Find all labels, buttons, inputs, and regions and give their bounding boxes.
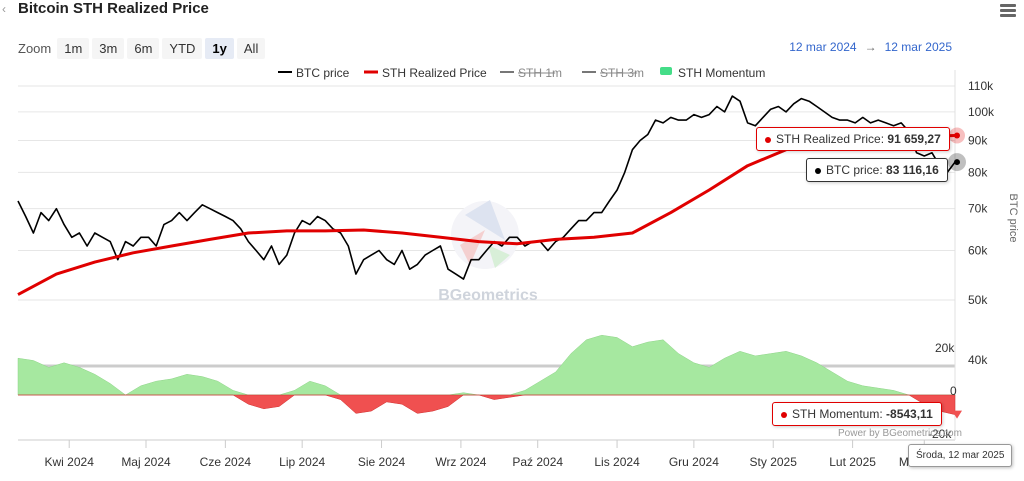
watermark-shard-blue [465, 200, 505, 240]
zoom-all-button[interactable]: All [236, 38, 266, 59]
y-tick-label: 70k [968, 202, 988, 216]
zoom-3m-button[interactable]: 3m [92, 38, 125, 59]
momentum-tick-label: 0 [950, 384, 957, 398]
hamburger-menu-icon[interactable] [1000, 4, 1016, 18]
y-tick-label: 60k [968, 244, 988, 258]
momentum-tick-label: 40k [968, 353, 988, 367]
zoom-1y-button[interactable]: 1y [205, 38, 234, 59]
sth-hover-point [954, 132, 960, 139]
watermark-logo: BGeometrics [438, 200, 538, 304]
zoom-6m-button[interactable]: 6m [127, 38, 160, 59]
y-tick-label: 50k [968, 293, 988, 307]
momentum-tick-label: -20k [928, 427, 952, 441]
zoom-label: Zoom [18, 41, 52, 56]
date-range: 12 mar 2024 → 12 mar 2025 [789, 40, 952, 54]
page-title: Bitcoin STH Realized Price [18, 0, 209, 17]
watermark-shard-green [488, 245, 510, 268]
btc-dot-icon [815, 167, 821, 174]
range-from-input[interactable]: 12 mar 2024 [789, 40, 857, 54]
x-tick-label: Maj 2024 [121, 455, 171, 469]
btc-hover-point [954, 159, 960, 166]
y-tick-label: 100k [968, 105, 995, 119]
hover-markers [948, 127, 966, 419]
y-tick-label: 110k [968, 79, 994, 93]
x-tick-label: Lis 2024 [594, 455, 640, 469]
tooltip-btc-label: BTC price: [826, 163, 883, 177]
y-tick-label: 80k [968, 165, 988, 179]
tooltip-sth-label: STH Realized Price: [776, 132, 885, 146]
legend-sth-3m[interactable]: STH 3m [582, 66, 644, 80]
tooltip-momentum: STH Momentum: -8543,11 [772, 402, 942, 426]
svg-text:BTC price: BTC price [296, 66, 350, 80]
tooltip-date: Środa, 12 mar 2025 [908, 444, 1013, 467]
zoom-controls: Zoom 1m 3m 6m YTD 1y All [18, 38, 268, 59]
range-to-input[interactable]: 12 mar 2025 [884, 40, 952, 54]
legend-sth-realized-price[interactable]: STH Realized Price [364, 66, 487, 80]
x-ticks: Kwi 2024 Maj 2024 Cze 2024 Lip 2024 Sie 2024… [45, 440, 950, 469]
tooltip-sth: STH Realized Price: 91 659,27 [756, 127, 950, 151]
svg-text:STH Momentum: STH Momentum [678, 66, 765, 80]
legend-sth-momentum[interactable]: STH Momentum [660, 66, 765, 80]
legend: BTC price STH Realized Price STH 1m STH 3m S… [278, 66, 765, 80]
x-tick-label: Sty 2025 [750, 455, 798, 469]
watermark-shard-red [460, 230, 485, 265]
y-tick-label: 90k [968, 133, 988, 147]
svg-text:STH Realized Price: STH Realized Price [382, 66, 487, 80]
x-tick-label: Lip 2024 [279, 455, 325, 469]
x-tick-label: Kwi 2024 [45, 455, 95, 469]
btc-price-line [17, 95, 956, 280]
x-tick-label: Lut 2025 [829, 455, 876, 469]
tooltip-btc: BTC price: 83 116,16 [806, 158, 948, 182]
momentum-dot-icon [781, 411, 787, 418]
y-axis-label: BTC price [1007, 194, 1019, 243]
x-tick-label: Gru 2024 [669, 455, 719, 469]
momentum-hover-point [952, 410, 962, 419]
x-tick-label: Cze 2024 [200, 455, 252, 469]
tooltip-sth-value: 91 659,27 [887, 132, 941, 146]
legend-btc-price[interactable]: BTC price [278, 66, 350, 80]
range-arrow-icon: → [864, 40, 877, 54]
credit-text[interactable]: Power by BGeometrics.com [838, 428, 962, 439]
sth-dot-icon [765, 136, 771, 143]
tooltip-momentum-label: STH Momentum: [792, 407, 883, 421]
x-tick-label: Wrz 2024 [435, 455, 486, 469]
x-tick-label: Paź 2024 [512, 455, 563, 469]
watermark-text: BGeometrics [438, 287, 538, 304]
legend-sth-1m[interactable]: STH 1m [500, 66, 562, 80]
y-ticks: 110k 100k 90k 80k 70k 60k 50k 40k 20k 0 -20k [928, 79, 995, 441]
tooltip-momentum-value: -8543,11 [886, 407, 933, 421]
zoom-ytd-button[interactable]: YTD [162, 38, 203, 59]
momentum-area [17, 334, 956, 415]
back-chevron-icon[interactable]: ‹ [2, 2, 6, 16]
tooltip-btc-value: 83 116,16 [886, 163, 939, 177]
zoom-1m-button[interactable]: 1m [57, 38, 90, 59]
x-tick-label: Sie 2024 [358, 455, 406, 469]
momentum-negative-area [18, 394, 956, 415]
momentum-tick-label: 20k [935, 341, 955, 355]
